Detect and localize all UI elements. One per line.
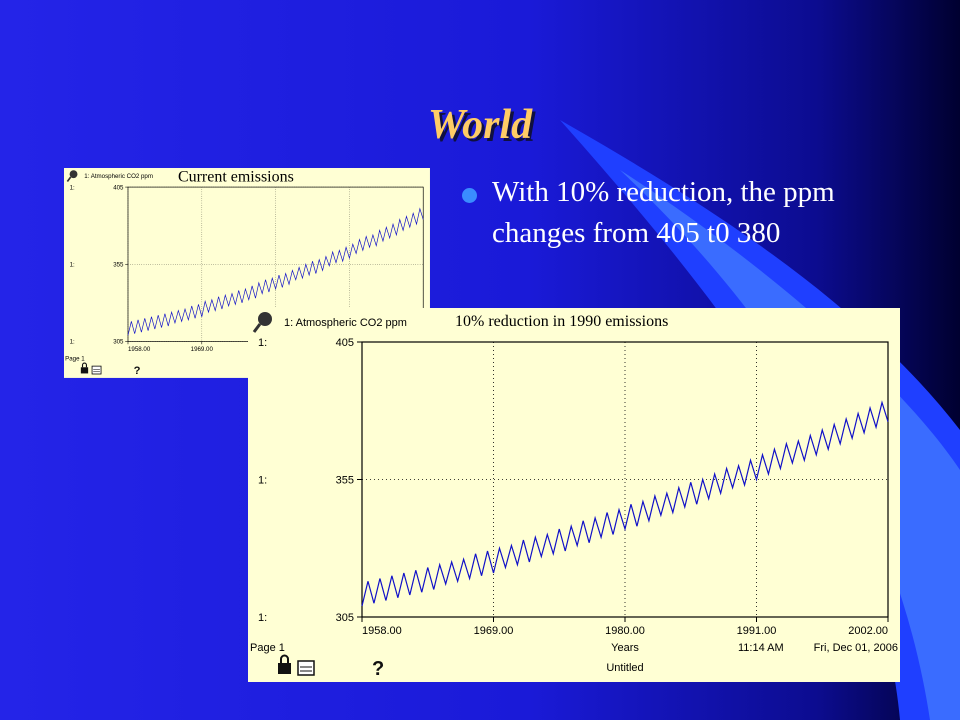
x-tick-label: 2002.00 xyxy=(848,625,888,637)
help-icon: ? xyxy=(372,658,384,680)
y-scale-prefix: 1: xyxy=(70,184,75,191)
x-tick-label: 1969.00 xyxy=(191,346,214,353)
time-stamp: 11:14 AM xyxy=(738,642,784,654)
data-line xyxy=(361,400,889,607)
date-stamp: Fri, Dec 01, 2006 xyxy=(814,642,898,654)
page-label: Page 1 xyxy=(250,642,285,654)
help-icon: ? xyxy=(134,365,141,377)
page-label: Page 1 xyxy=(65,356,85,363)
y-tick-label: 305 xyxy=(336,612,354,624)
y-scale-prefix: 1: xyxy=(258,475,267,487)
chart-panel: 1: Atmospheric CO2 ppm 10% reduction in 1… xyxy=(248,308,900,682)
document-name: Untitled xyxy=(606,662,643,674)
annotation: 10% reduction in 1990 emissions xyxy=(455,313,668,330)
slide-title: World xyxy=(428,102,533,148)
lock-icon xyxy=(278,663,291,674)
print-icon xyxy=(91,365,102,375)
bullet-text: With 10% reduction, the ppm changes from… xyxy=(492,176,835,249)
y-tick-label: 405 xyxy=(336,337,354,349)
data-line xyxy=(127,207,424,336)
x-axis-label: Years xyxy=(611,642,639,654)
y-tick-label: 405 xyxy=(113,184,124,191)
x-tick-label: 1958.00 xyxy=(128,346,151,353)
annotation: Current emissions xyxy=(178,168,294,185)
print-icon xyxy=(297,660,315,676)
y-scale-prefix: 1: xyxy=(70,262,75,269)
bullet-dot xyxy=(462,188,477,203)
panel-background xyxy=(248,308,900,682)
lock-shackle xyxy=(81,362,88,368)
x-tick-label: 1969.00 xyxy=(474,625,514,637)
y-tick-label: 305 xyxy=(113,339,124,346)
y-tick-label: 355 xyxy=(113,262,124,269)
lock-icon xyxy=(80,367,89,374)
charts: 1: Atmospheric CO2 ppm Current emissions 3… xyxy=(64,168,900,682)
x-tick-label: 1991.00 xyxy=(737,625,777,637)
y-scale-prefix: 1: xyxy=(258,612,267,624)
graph-icon xyxy=(69,170,78,179)
x-tick-label: 1958.00 xyxy=(362,625,402,637)
x-tick-label: 1980.00 xyxy=(605,625,645,637)
y-scale-prefix: 1: xyxy=(258,337,267,349)
y-scale-prefix: 1: xyxy=(70,339,75,346)
legend-entry: 1: Atmospheric CO2 ppm xyxy=(84,173,153,180)
lock-shackle xyxy=(280,654,289,663)
chart-panel: 1: Atmospheric CO2 ppm Current emissions 3… xyxy=(64,168,430,378)
graph-icon-handle xyxy=(66,176,72,182)
y-tick-label: 355 xyxy=(336,475,354,487)
graph-icon-handle xyxy=(252,323,262,333)
graph-icon xyxy=(258,312,272,326)
legend-entry: 1: Atmospheric CO2 ppm xyxy=(284,317,407,329)
